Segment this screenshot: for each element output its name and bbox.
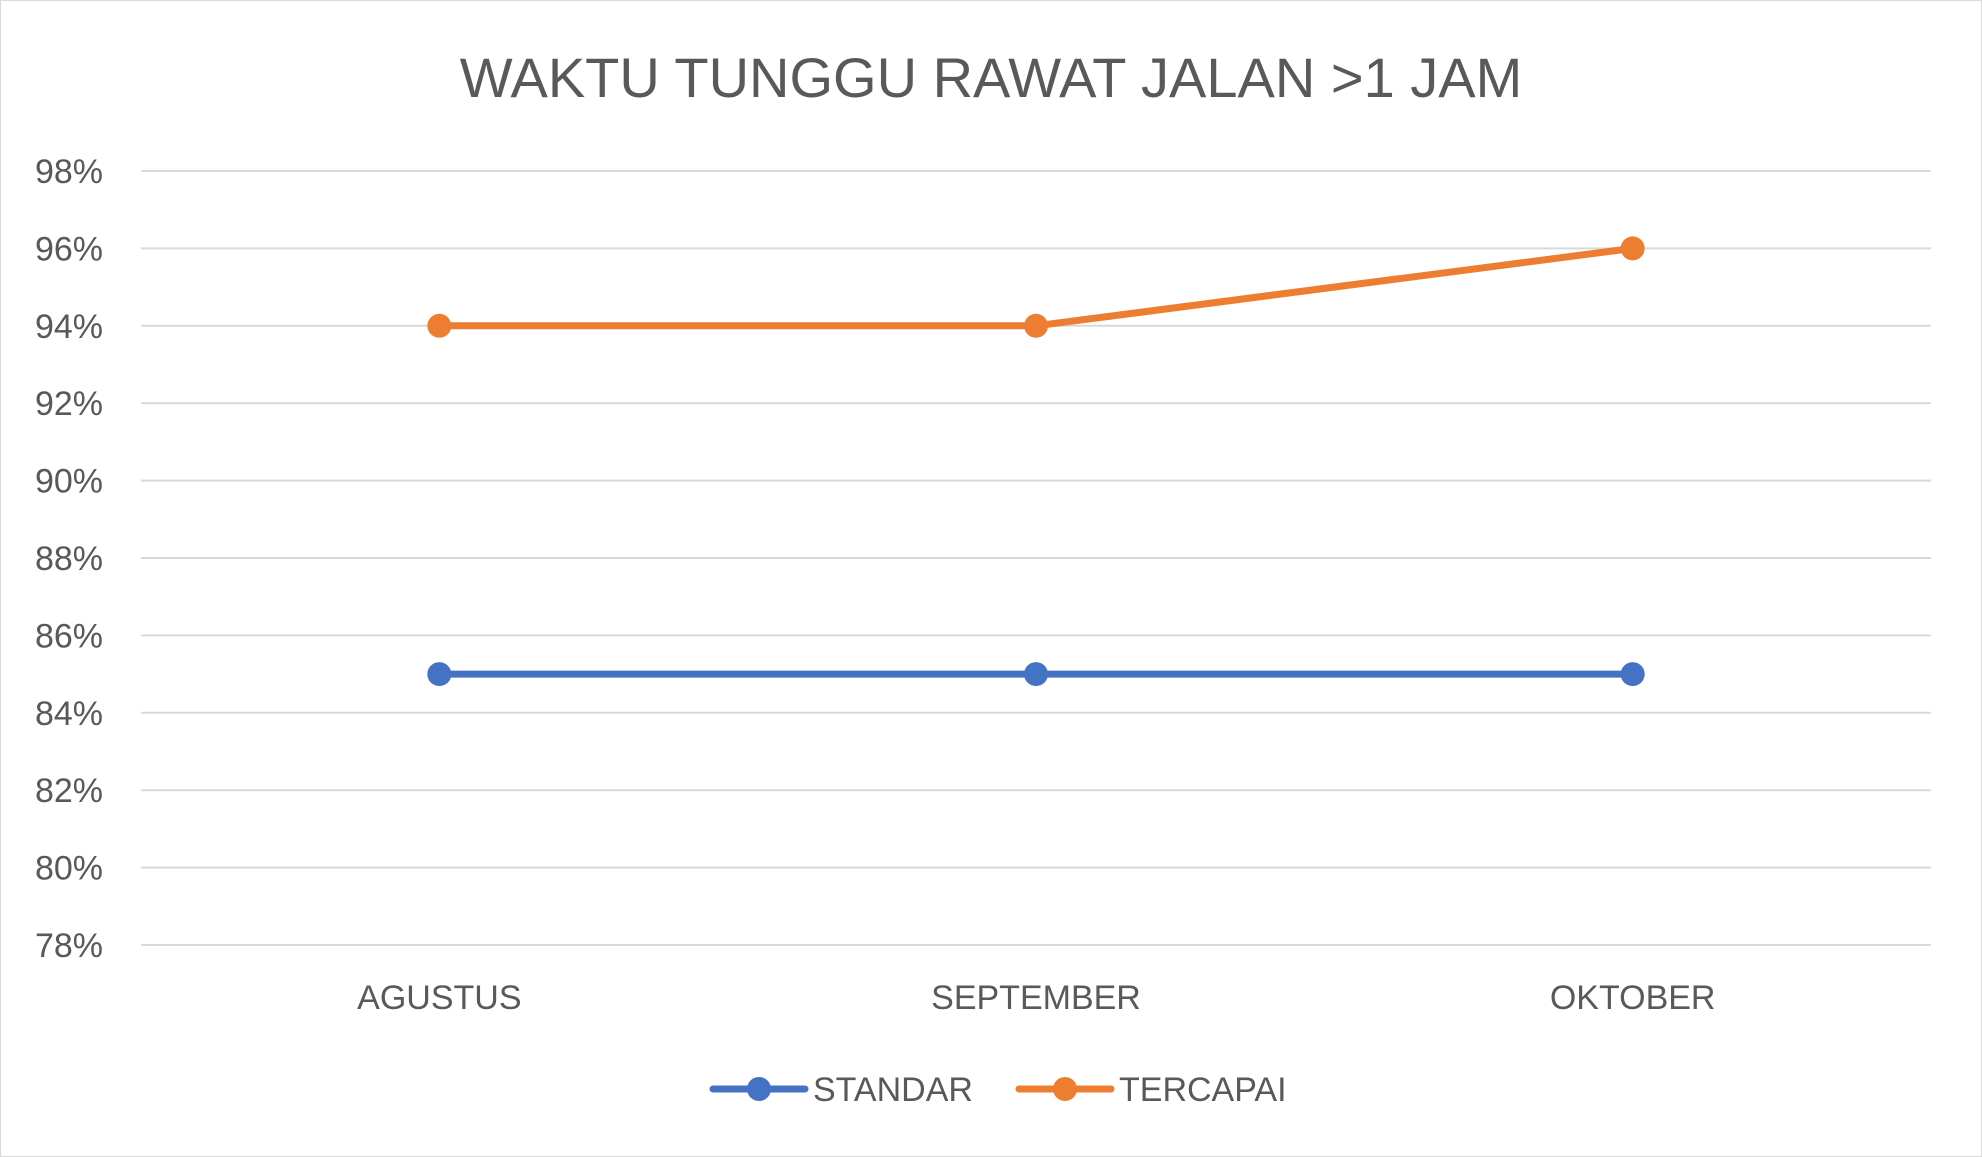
x-tick-label: OKTOBER bbox=[1550, 979, 1716, 1017]
y-tick-label: 86% bbox=[35, 617, 103, 655]
gridlines bbox=[141, 170, 1931, 946]
data-point bbox=[1024, 662, 1048, 687]
y-axis-ticks: 78% 80% 82% 84% 86% 88% 90% 92% 94% 96% 98% bbox=[35, 153, 103, 965]
legend: STANDAR TERCAPAI bbox=[709, 1071, 1287, 1109]
series-lines bbox=[427, 236, 1645, 687]
legend-marker bbox=[1053, 1077, 1077, 1101]
data-point bbox=[1024, 313, 1048, 338]
y-tick-label: 96% bbox=[35, 230, 103, 268]
x-tick-label: AGUSTUS bbox=[357, 979, 521, 1017]
data-point bbox=[427, 313, 452, 338]
legend-label: TERCAPAI bbox=[1119, 1071, 1287, 1109]
legend-item-standar: STANDAR bbox=[709, 1071, 973, 1109]
data-point bbox=[1620, 236, 1645, 261]
y-tick-label: 84% bbox=[35, 695, 103, 733]
series-standar bbox=[427, 662, 1645, 687]
x-axis-categories: AGUSTUS SEPTEMBER OKTOBER bbox=[357, 979, 1715, 1017]
legend-label: STANDAR bbox=[813, 1071, 973, 1109]
data-point bbox=[427, 662, 452, 687]
legend-marker bbox=[747, 1077, 771, 1101]
series-tercapai bbox=[427, 236, 1645, 338]
legend-item-tercapai: TERCAPAI bbox=[1015, 1071, 1287, 1109]
x-tick-label: SEPTEMBER bbox=[931, 979, 1141, 1017]
y-tick-label: 90% bbox=[35, 463, 103, 501]
y-tick-label: 98% bbox=[35, 153, 103, 191]
y-tick-label: 92% bbox=[35, 385, 103, 423]
y-tick-label: 94% bbox=[35, 308, 103, 346]
chart-title: WAKTU TUNGGU RAWAT JALAN >1 JAM bbox=[460, 46, 1523, 109]
y-tick-label: 82% bbox=[35, 772, 103, 810]
y-tick-label: 80% bbox=[35, 850, 103, 888]
y-tick-label: 78% bbox=[35, 927, 103, 965]
y-tick-label: 88% bbox=[35, 540, 103, 578]
data-point bbox=[1620, 662, 1645, 687]
